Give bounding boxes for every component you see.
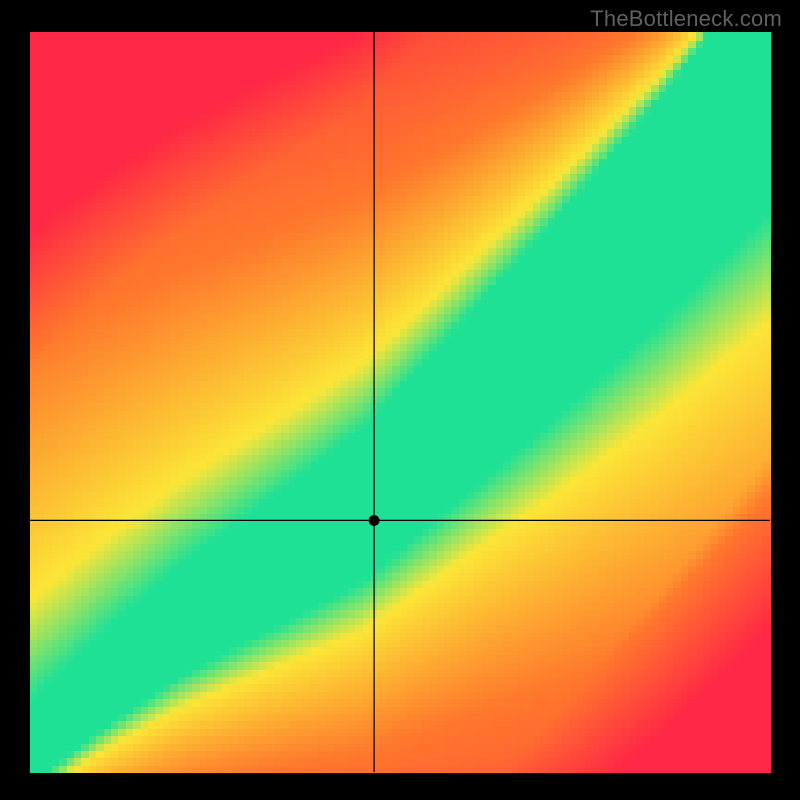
- bottleneck-heatmap: [0, 0, 800, 800]
